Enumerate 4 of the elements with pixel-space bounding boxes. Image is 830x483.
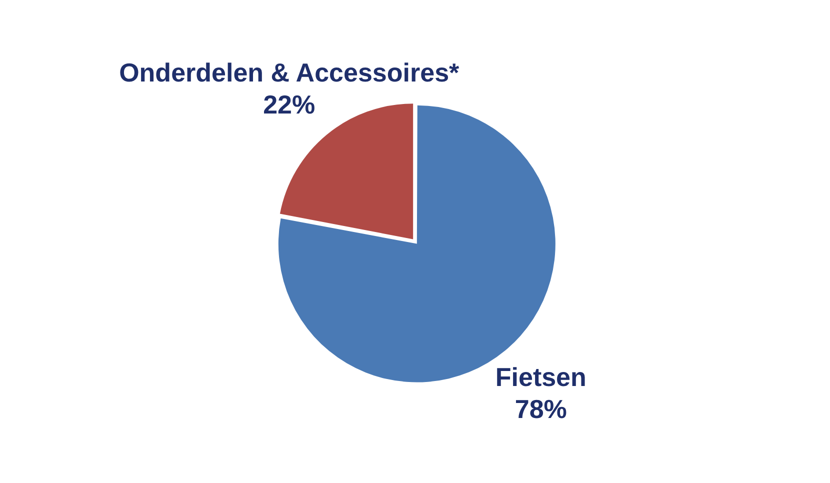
slice-label: Fietsen — [495, 362, 586, 392]
data-label: 22% — [263, 89, 316, 120]
data-label: 78% — [514, 394, 567, 424]
slice-label: Onderdelen & Accessoires* — [119, 57, 460, 88]
